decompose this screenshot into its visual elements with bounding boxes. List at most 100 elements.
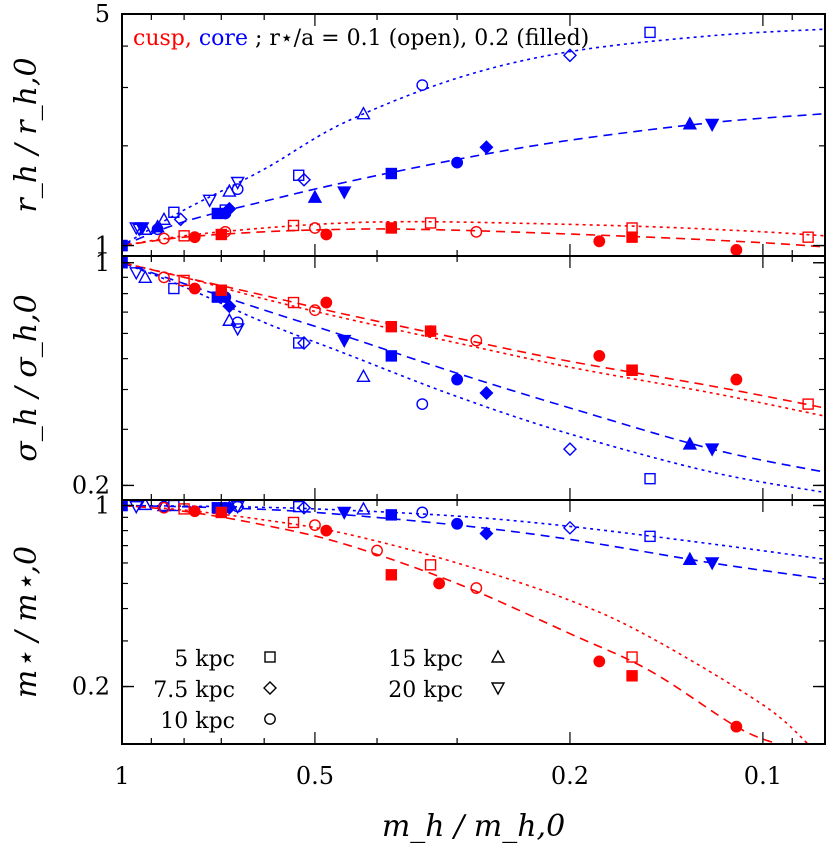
data-point-core-triangle-up: [222, 312, 237, 326]
data-point-core-triangle-down: [704, 443, 720, 457]
data-point-cusp-circle: [730, 720, 743, 733]
data-point-core-triangle-down: [337, 186, 352, 200]
data-point-cusp-circle: [470, 334, 483, 347]
y-axis-label-sigma: σ_h / σ_h,0: [9, 294, 44, 461]
data-point-cusp-circle: [158, 501, 170, 514]
data-point-core-square: [168, 282, 180, 295]
data-point-core-square: [644, 472, 656, 485]
legend-diamond-icon: [263, 681, 277, 695]
data-point-core-circle: [416, 398, 429, 411]
data-point-core-triangle-down: [704, 118, 720, 132]
data-point-cusp-circle: [730, 373, 743, 386]
text-layer: 15r_h / r_h,010.2σ_h / σ_h,010.2m⋆ / m⋆,…: [9, 0, 782, 844]
legend-entry-label: 10 kpc: [160, 709, 235, 734]
data-point-cusp-circle: [730, 244, 743, 256]
data-point-cusp-circle: [158, 232, 170, 245]
frames-layer: [121, 13, 826, 745]
data-point-core-diamond: [297, 335, 312, 350]
data-point-cusp-circle: [309, 519, 321, 532]
legend-separator: ;: [255, 26, 269, 51]
data-point-cusp-circle: [320, 228, 333, 241]
panel-mstar-points: [122, 500, 743, 733]
data-point-cusp-square: [215, 284, 227, 296]
data-point-core-square: [293, 337, 305, 349]
x-axis-label: m_h / m_h,0: [382, 809, 565, 844]
data-point-cusp-square: [802, 398, 814, 410]
data-point-core-triangle-up: [307, 189, 323, 203]
data-point-core-diamond: [222, 299, 237, 314]
data-point-cusp-square: [424, 217, 437, 229]
data-point-core-diamond: [479, 386, 494, 401]
data-point-cusp-square: [424, 559, 437, 571]
x-tick-label: 0.1: [744, 762, 782, 790]
legend-triangle-down-icon: [490, 682, 506, 696]
fit-curve-core-01: [122, 28, 825, 247]
data-point-cusp-square: [385, 222, 398, 234]
data-point-core-triangle-up: [682, 116, 698, 130]
data-point-core-triangle-down: [704, 557, 720, 571]
data-point-cusp-square: [385, 320, 398, 333]
data-point-core-square: [644, 530, 656, 543]
legend-entry-label: 15 kpc: [388, 647, 463, 672]
data-point-core-diamond: [562, 48, 577, 63]
legend-cusp-label: cusp,: [133, 26, 199, 51]
data-point-cusp-square: [287, 516, 300, 529]
y-axis-label-mstar: m⋆ / m⋆,0: [9, 546, 44, 698]
data-point-cusp-circle: [158, 271, 170, 284]
legend-circle-icon: [264, 713, 276, 725]
data-point-cusp-square: [626, 670, 638, 682]
legend-entry-label: 20 kpc: [388, 678, 463, 703]
x-tick-label: 0.5: [296, 762, 334, 790]
data-point-core-square: [293, 500, 305, 513]
y-tick-label: 1: [95, 491, 110, 519]
points-layer: [122, 26, 814, 733]
data-point-core-triangle-down: [230, 323, 245, 337]
data-point-core-triangle-up: [156, 500, 172, 512]
data-point-core-diamond: [479, 140, 494, 155]
data-point-core-square: [644, 26, 656, 39]
y-tick-label: 1: [95, 232, 110, 260]
data-point-core-triangle-down: [337, 506, 352, 520]
data-point-core-circle: [231, 316, 244, 329]
y-tick-label: 5: [95, 0, 110, 28]
data-point-core-triangle-up: [222, 183, 237, 197]
data-point-cusp-square: [178, 274, 190, 287]
legend-triangle-up-icon: [490, 649, 506, 663]
data-point-cusp-circle: [188, 231, 201, 244]
data-point-cusp-circle: [188, 282, 201, 295]
x-tick-label: 1: [114, 762, 129, 790]
data-point-cusp-circle: [470, 582, 483, 594]
data-point-cusp-square: [626, 364, 638, 376]
data-point-core-circle: [451, 373, 464, 386]
y-tick-label: 0.2: [72, 471, 110, 499]
data-point-cusp-circle: [433, 577, 446, 590]
data-point-cusp-circle: [320, 524, 333, 537]
y-tick-label: 1: [95, 249, 110, 277]
legend-entry-label: 5 kpc: [174, 647, 235, 672]
data-point-core-square: [385, 167, 398, 180]
fit-curve-cusp-02: [122, 504, 778, 744]
data-point-core-triangle-up: [156, 211, 172, 226]
data-point-cusp-circle: [309, 222, 321, 234]
data-point-cusp-circle: [188, 505, 201, 518]
data-point-core-diamond: [173, 212, 188, 227]
fit-curve-cusp-02: [122, 228, 825, 248]
data-point-cusp-circle: [424, 325, 437, 338]
data-point-cusp-circle: [593, 235, 606, 248]
data-point-cusp-square: [215, 506, 227, 519]
data-point-cusp-square: [626, 231, 638, 243]
data-point-core-triangle-up: [682, 551, 698, 565]
legend-entry-label: 7.5 kpc: [153, 678, 235, 703]
data-point-core-circle: [451, 517, 464, 530]
data-point-core-triangle-down: [337, 334, 352, 348]
data-point-cusp-square: [802, 231, 814, 243]
fit-curve-cusp-01: [122, 262, 825, 417]
panel-sigma-points: [122, 257, 814, 485]
data-point-core-triangle-down: [202, 194, 217, 208]
data-point-cusp-square: [215, 228, 227, 241]
data-point-core-triangle-up: [356, 106, 371, 120]
data-point-core-triangle-down: [129, 500, 144, 515]
data-point-core-diamond: [297, 172, 312, 187]
